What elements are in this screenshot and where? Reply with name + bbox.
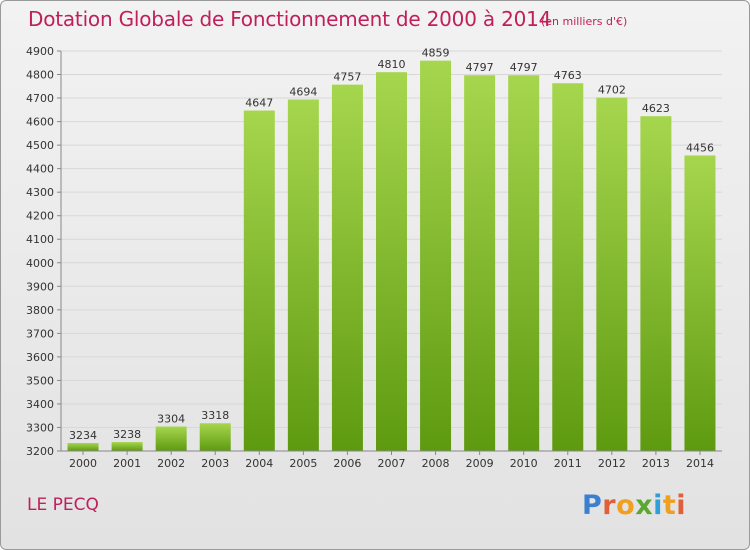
value-label: 4810	[378, 58, 406, 71]
value-label: 3234	[69, 429, 97, 442]
y-tick-label: 3600	[26, 351, 54, 364]
y-tick-label: 3400	[26, 398, 54, 411]
value-label: 4757	[333, 71, 361, 84]
x-axis-tick-labels: 2000 2001 2002 2003 2004 2005 2006 2007 2008 2009…	[69, 451, 714, 470]
bar-2013	[640, 116, 672, 452]
x-tick-label: 2010	[510, 457, 538, 470]
y-tick-label: 3800	[26, 304, 54, 317]
x-tick-label: 2001	[113, 457, 141, 470]
bar-2003	[199, 423, 231, 451]
y-tick-label: 4300	[26, 186, 54, 199]
proxiti-logo: Proxiti	[582, 490, 687, 521]
bar-2006	[331, 84, 363, 451]
y-tick-label: 4700	[26, 92, 54, 105]
x-tick-label: 2012	[598, 457, 626, 470]
x-tick-label: 2004	[245, 457, 273, 470]
value-label: 4702	[598, 84, 626, 97]
y-tick-label: 3200	[26, 445, 54, 458]
chart-title: Dotation Globale de Fonctionnement de 20…	[28, 7, 552, 31]
y-axis-tick-labels: 3200 3300 3400 3500 3600 3700 3800 3900 4000 4100…	[26, 45, 61, 458]
y-tick-label: 4200	[26, 210, 54, 223]
bar-2002	[155, 426, 187, 451]
value-label: 4623	[642, 102, 670, 115]
y-tick-label: 3300	[26, 421, 54, 434]
x-tick-label: 2009	[466, 457, 494, 470]
value-label: 3318	[201, 409, 229, 422]
value-label: 4647	[245, 97, 273, 110]
x-tick-label: 2000	[69, 457, 97, 470]
value-label: 4797	[510, 61, 538, 74]
axes	[60, 51, 722, 452]
y-tick-label: 3700	[26, 327, 54, 340]
bar-2001	[111, 442, 143, 451]
y-tick-label: 3500	[26, 374, 54, 387]
bar-2012	[596, 97, 628, 452]
unit-note: (en milliers d'€)	[541, 15, 628, 28]
x-tick-label: 2003	[201, 457, 229, 470]
bar-2009	[464, 75, 496, 451]
y-tick-label: 3900	[26, 280, 54, 293]
y-tick-label: 4500	[26, 139, 54, 152]
y-tick-label: 4000	[26, 257, 54, 270]
bar-2011	[552, 83, 584, 451]
value-labels: 3234 3238 3304 3318 4647 4694 4757 4810 4859 4797…	[69, 47, 714, 442]
commune-name: LE PECQ	[27, 495, 99, 515]
value-label: 4456	[686, 141, 714, 154]
bars	[67, 60, 716, 452]
bar-2005	[287, 99, 319, 452]
x-tick-label: 2007	[378, 457, 406, 470]
bar-2007	[376, 72, 407, 452]
x-tick-label: 2014	[686, 457, 714, 470]
x-tick-label: 2013	[642, 457, 670, 470]
value-label: 4797	[466, 61, 494, 74]
x-tick-label: 2005	[289, 457, 317, 470]
bar-2008	[420, 60, 452, 451]
bar-2000	[67, 443, 99, 451]
bar-2004	[243, 110, 275, 451]
value-label: 3304	[157, 413, 185, 426]
bar-2014	[684, 155, 716, 451]
y-tick-label: 4800	[26, 69, 54, 82]
y-tick-label: 4900	[26, 45, 54, 58]
x-tick-label: 2002	[157, 457, 185, 470]
value-label: 4859	[422, 47, 450, 60]
value-label: 4694	[289, 85, 317, 98]
value-label: 3238	[113, 428, 141, 441]
y-tick-label: 4600	[26, 116, 54, 129]
x-tick-label: 2006	[333, 457, 361, 470]
y-tick-label: 4400	[26, 163, 54, 176]
value-label: 4763	[554, 69, 582, 82]
x-tick-label: 2011	[554, 457, 582, 470]
x-tick-label: 2008	[422, 457, 450, 470]
y-tick-label: 4100	[26, 233, 54, 246]
bar-2010	[508, 75, 540, 451]
